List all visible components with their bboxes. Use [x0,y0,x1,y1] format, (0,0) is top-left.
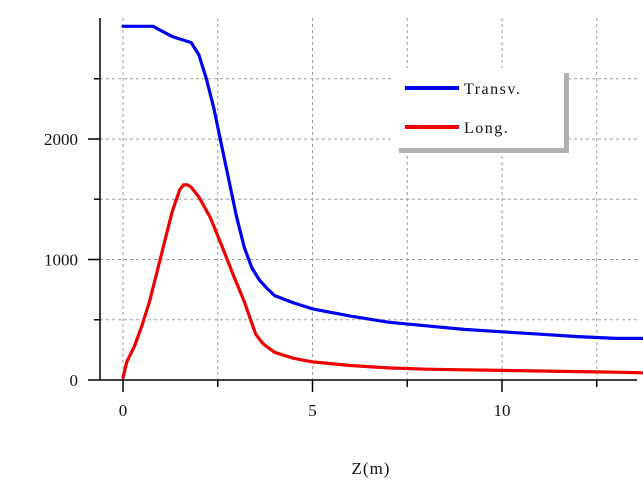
legend: Transv. Long. [394,68,569,153]
series-layer [121,24,643,380]
legend-box [394,68,564,148]
x-tick-label: 5 [308,401,317,420]
series-line-long [121,183,643,380]
y-tick-label: 0 [70,371,79,390]
y-tick-label: 1000 [44,251,78,270]
tick-labels: 0 5 10 0 1000 2000 [44,130,511,420]
x-tick-label: 10 [494,401,511,420]
y-tick-label: 2000 [44,130,78,149]
x-axis-label: Z(m) [352,459,391,478]
series-line-transv [121,24,643,340]
legend-label-long: Long. [464,120,509,137]
legend-label-transv: Transv. [464,81,521,98]
x-tick-label: 0 [119,401,128,420]
axes [88,18,637,392]
